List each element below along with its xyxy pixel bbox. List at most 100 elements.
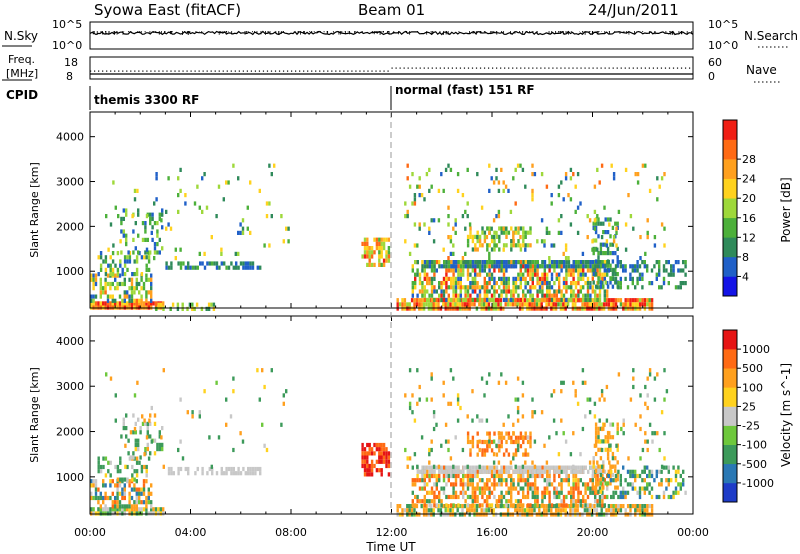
heatmap-cell — [542, 306, 546, 311]
heatmap-cell — [493, 247, 496, 252]
heatmap-cell — [648, 482, 651, 487]
heatmap-cell — [142, 507, 146, 512]
heatmap-cell — [601, 499, 604, 504]
heatmap-cell — [600, 508, 603, 513]
heatmap-cell — [517, 272, 520, 277]
heatmap-cell — [434, 302, 438, 307]
heatmap-cell — [523, 508, 527, 513]
heatmap-cell — [550, 276, 554, 281]
heatmap-cell — [430, 508, 433, 513]
heatmap-cell — [461, 504, 464, 509]
heatmap-cell — [582, 264, 585, 269]
heatmap-cell — [636, 268, 639, 273]
heatmap-cell — [122, 229, 125, 234]
heatmap-cell — [90, 507, 93, 512]
heatmap-cell — [518, 302, 522, 307]
heatmap-cell — [626, 302, 630, 307]
heatmap-cell — [138, 281, 141, 287]
heatmap-cell — [547, 302, 551, 307]
nave-dot — [508, 67, 510, 69]
heatmap-cell — [555, 465, 559, 470]
heatmap-cell — [125, 434, 128, 439]
heatmap-cell — [612, 490, 615, 495]
heatmap-cell — [509, 460, 513, 465]
heatmap-cell — [458, 302, 462, 307]
heatmap-cell — [473, 508, 476, 513]
heatmap-cell — [387, 455, 391, 460]
nave-dot — [118, 70, 120, 72]
heatmap-cell — [493, 478, 496, 483]
heatmap-cell — [167, 466, 171, 472]
heatmap-cell — [373, 237, 376, 242]
heatmap-cell — [452, 260, 455, 265]
heatmap-cell — [490, 503, 494, 508]
heatmap-cell — [111, 500, 114, 505]
heatmap-cell — [514, 243, 518, 248]
heatmap-cell — [447, 447, 450, 453]
heatmap-cell — [442, 293, 446, 298]
heatmap-cell — [454, 478, 458, 483]
heatmap-cell — [617, 298, 620, 303]
heatmap-cell — [599, 477, 603, 482]
heatmap-cell — [536, 503, 539, 508]
heatmap-cell — [614, 464, 617, 469]
heatmap-cell — [416, 368, 419, 373]
heatmap-cell — [423, 272, 426, 277]
heatmap-cell — [564, 256, 568, 261]
heatmap-cell — [471, 486, 474, 491]
heatmap-cell — [598, 297, 602, 302]
heatmap-cell — [438, 494, 441, 500]
heatmap-cell — [478, 297, 482, 302]
heatmap-cell — [133, 507, 136, 512]
heatmap-cell — [500, 289, 503, 294]
heatmap-cell — [225, 471, 228, 476]
x-tick-label: 12:00 — [376, 526, 408, 539]
heatmap-cell — [572, 464, 575, 469]
heatmap-cell — [456, 302, 459, 307]
heatmap-cell — [572, 478, 575, 483]
heatmap-cell — [106, 281, 110, 287]
heatmap-cell — [624, 306, 627, 311]
heatmap-cell — [617, 281, 620, 286]
heatmap-cell — [577, 478, 580, 483]
heatmap-cell — [370, 447, 374, 452]
heatmap-cell — [135, 504, 138, 509]
heatmap-cell — [437, 188, 441, 193]
heatmap-cell — [486, 486, 489, 491]
heatmap-cell — [442, 247, 445, 252]
heatmap-cell — [102, 301, 105, 306]
heatmap-cell — [663, 368, 666, 373]
heatmap-cell — [133, 504, 136, 509]
heatmap-cell — [427, 302, 431, 307]
heatmap-cell — [492, 460, 496, 465]
heatmap-cell — [607, 504, 611, 509]
heatmap-cell — [474, 465, 477, 470]
heatmap-cell — [610, 469, 613, 474]
heatmap-cell — [406, 464, 409, 469]
heatmap-cell — [466, 201, 469, 206]
heatmap-cell — [203, 265, 207, 270]
heatmap-cell — [478, 447, 481, 453]
heatmap-cell — [570, 494, 573, 500]
heatmap-cell — [603, 478, 606, 483]
heatmap-cell — [469, 272, 472, 277]
nave-dot — [166, 70, 168, 72]
heatmap-cell — [476, 272, 479, 277]
heatmap-cell — [557, 508, 560, 513]
heatmap-cell — [502, 306, 505, 311]
heatmap-cell — [594, 426, 598, 431]
heatmap-cell — [476, 230, 479, 235]
heatmap-cell — [582, 499, 585, 504]
nave-dot — [596, 67, 598, 69]
heatmap-cell — [579, 452, 582, 457]
heatmap-cell — [534, 272, 537, 277]
heatmap-cell — [368, 254, 371, 259]
heatmap-cell — [270, 172, 273, 177]
heatmap-cell — [432, 414, 436, 419]
heatmap-cell — [512, 456, 515, 461]
heatmap-cell — [562, 302, 565, 307]
heatmap-cell — [507, 473, 510, 479]
heatmap-cell — [122, 417, 125, 422]
colorbar-tick-label: 24 — [742, 173, 756, 186]
